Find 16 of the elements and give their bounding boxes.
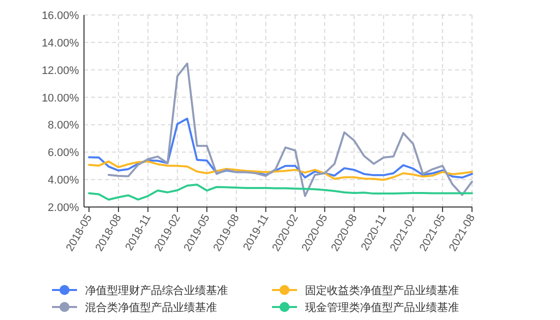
legend-label: 固定收益类净值型产品业绩基准	[305, 284, 459, 297]
y-tick-label: 10.00%	[42, 92, 80, 104]
legend-label: 混合类净值型产品业绩基准	[85, 301, 217, 314]
line-series	[88, 184, 473, 201]
line-series	[88, 118, 473, 179]
y-tick-label: 2.00%	[48, 202, 80, 214]
line-series	[108, 62, 473, 198]
y-tick-label: 14.00%	[42, 37, 80, 50]
legend-label: 净值型理财产品综合业绩基准	[85, 284, 228, 297]
legend-label: 现金管理类净值型产品业绩基准	[305, 301, 459, 314]
y-tick-label: 16.00%	[42, 10, 80, 22]
y-tick-label: 4.00%	[48, 174, 80, 187]
y-tick-label: 12.00%	[42, 64, 80, 77]
y-tick-label: 8.00%	[48, 120, 80, 132]
y-tick-label: 6.00%	[48, 147, 80, 160]
line-series	[88, 160, 473, 181]
